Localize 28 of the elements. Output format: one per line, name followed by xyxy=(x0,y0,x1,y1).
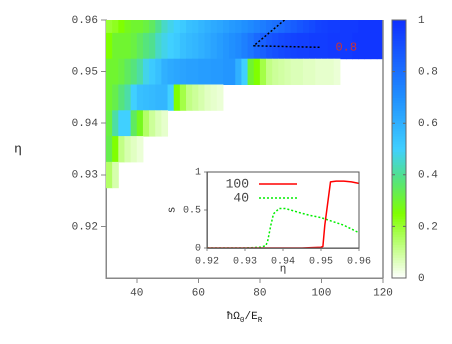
y-tick-label: 0 xyxy=(194,244,201,255)
x-tick-label: 0.96 xyxy=(346,256,372,268)
y-tick-label: 0.95 xyxy=(72,66,98,79)
y-tick-label: 1 xyxy=(194,168,201,179)
y-tick-label: 0.92 xyxy=(72,221,98,234)
x-tick-label: 120 xyxy=(373,288,393,300)
y-tick-label: 0.5 xyxy=(182,206,201,217)
y-tick-label: 0.93 xyxy=(72,170,98,182)
y-axis-title: η xyxy=(14,141,22,156)
y-tick-label: 0.96 xyxy=(72,14,98,27)
color-bar-label: 0.4 xyxy=(418,170,438,182)
annotation: 0.8 xyxy=(335,40,358,55)
x-tick-label: 100 xyxy=(312,288,332,300)
x-tick-label: 0.93 xyxy=(232,256,258,268)
y-axis-title: s xyxy=(166,206,179,214)
x-axis-title: η xyxy=(280,263,286,276)
color-bar-label: 1 xyxy=(418,14,425,27)
x-tick-label: 80 xyxy=(253,288,266,300)
color-bar-label: 0.8 xyxy=(418,66,438,79)
legend-label: 100 xyxy=(226,176,249,192)
x-tick-label: 0.95 xyxy=(308,256,334,268)
color-bar-label: 0.6 xyxy=(418,118,438,130)
legend-label: 40 xyxy=(233,190,249,206)
y-tick-label: 0.94 xyxy=(72,118,98,130)
x-tick-label: 40 xyxy=(130,288,144,300)
x-tick-label: 60 xyxy=(192,288,205,300)
color-bar-label: 0.2 xyxy=(418,221,438,234)
color-bar-label: 0 xyxy=(418,272,425,285)
